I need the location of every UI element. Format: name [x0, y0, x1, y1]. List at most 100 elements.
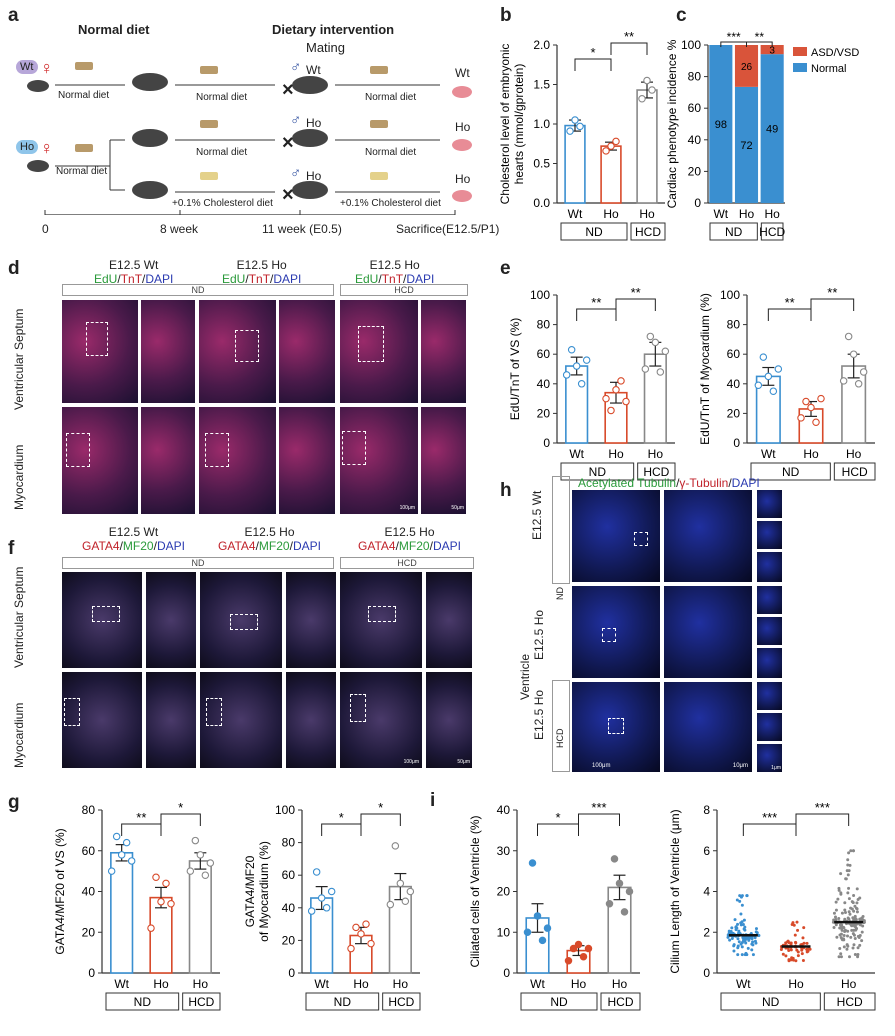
- group-hcd-box: [182, 992, 221, 1011]
- data-point: [846, 873, 850, 877]
- group-nd-box: [105, 992, 180, 1011]
- d-micrograph-vs-wt: [62, 300, 138, 403]
- data-point: [800, 948, 804, 952]
- x-tick-label: Ho: [764, 207, 780, 221]
- bar-asd-value: 3: [769, 46, 775, 57]
- d-zoom-vs-hcd: [421, 300, 466, 403]
- data-point: [832, 925, 836, 929]
- data-point: [582, 356, 591, 364]
- f-hcd-bracket: HCD: [340, 557, 474, 569]
- data-point: [787, 949, 791, 953]
- data-point: [584, 944, 593, 953]
- sig-bracket: [574, 58, 612, 71]
- x-tick-label: Wt: [713, 207, 728, 221]
- h-nd-bracket: [552, 476, 570, 584]
- data-point: [739, 895, 743, 899]
- y-tick-label: 0: [703, 966, 710, 980]
- y-tick-label: 60: [727, 347, 741, 361]
- y-tick-label: 100: [720, 288, 740, 302]
- y-axis-label: EdU/TnT of Myocardium (%): [698, 293, 712, 445]
- x-tick-label: Wt: [568, 207, 583, 221]
- x-tick-label: Ho: [612, 977, 628, 991]
- h-micrograph-wt: [572, 490, 660, 582]
- data-point: [386, 900, 395, 909]
- data-point: [147, 924, 155, 932]
- y-tick-label: 20: [82, 925, 96, 939]
- y-tick-label: 0.5: [533, 157, 550, 171]
- group-hcd-label: HCD: [608, 995, 634, 1009]
- data-point: [847, 917, 851, 921]
- data-point: [855, 907, 859, 911]
- data-point: [838, 923, 842, 927]
- data-point: [743, 938, 747, 942]
- data-point: [206, 859, 215, 867]
- data-point: [862, 919, 866, 923]
- d-zoom-myo-wt: [141, 407, 195, 514]
- diet-label-5: Normal diet: [196, 147, 248, 158]
- data-point: [842, 926, 846, 930]
- data-point: [607, 406, 615, 415]
- data-point: [840, 928, 844, 932]
- data-point: [791, 958, 795, 962]
- x-tick-label: Ho: [193, 977, 209, 991]
- group-hcd-box: [637, 462, 676, 481]
- data-point: [853, 925, 857, 929]
- data-point: [843, 908, 847, 912]
- data-point: [564, 957, 573, 965]
- data-point: [572, 362, 581, 370]
- group-nd-box: [750, 462, 831, 481]
- h-inset-wt-1: [757, 490, 782, 518]
- data-point: [528, 859, 537, 867]
- data-point: [848, 863, 852, 867]
- x-tick-label: Wt: [530, 977, 545, 991]
- bar-1: [600, 145, 622, 204]
- group-nd-box: [720, 992, 821, 1011]
- sig-label: **: [591, 295, 601, 310]
- group-nd-label: ND: [725, 225, 743, 239]
- y-tick-label: 6: [703, 844, 710, 858]
- data-point: [802, 397, 810, 406]
- group-nd-label: ND: [589, 465, 607, 479]
- panel-d-label: d: [8, 258, 20, 279]
- data-point: [744, 941, 748, 945]
- sig-label: **: [785, 295, 795, 310]
- sig-bracket: [578, 813, 620, 826]
- data-point: [856, 955, 860, 959]
- data-point: [840, 938, 844, 942]
- bar-2: [636, 89, 658, 204]
- panel-g-label: g: [8, 792, 20, 813]
- data-point: [790, 956, 794, 960]
- x-tick-label: Ho: [846, 447, 862, 461]
- sig-bracket: [537, 823, 579, 836]
- y-tick-label: 10: [497, 925, 511, 939]
- data-point: [617, 377, 625, 385]
- data-point: [736, 946, 740, 950]
- flow-arrows: [55, 84, 440, 193]
- f-zoom-vs-hcd: [426, 572, 472, 668]
- data-point: [523, 928, 532, 937]
- f-micrograph-myo-hcd: 100μm: [340, 672, 422, 768]
- data-point: [839, 952, 843, 956]
- f-row1-label: Ventricular Septum: [12, 566, 26, 668]
- y-axis-label-line2: of Myocardium (%): [257, 841, 271, 942]
- data-point: [779, 948, 783, 952]
- data-point: [741, 923, 745, 927]
- data-point: [567, 346, 576, 354]
- f-row2-label: Myocardium: [12, 702, 26, 768]
- data-point: [855, 901, 859, 905]
- data-point: [812, 418, 820, 427]
- data-point: [533, 912, 542, 920]
- data-point: [847, 886, 851, 890]
- h-micrograph-ho: [572, 586, 660, 678]
- x-tick-label: Ho: [639, 207, 655, 221]
- data-point: [840, 911, 844, 915]
- group-nd-label: ND: [550, 995, 568, 1009]
- data-point: [201, 871, 210, 879]
- d-col1-title: E12.5 Wt EdU/TnT/DAPI: [94, 258, 174, 286]
- data-point: [843, 901, 847, 905]
- f-col1-title: E12.5 Wt GATA4/MF20/DAPI: [82, 525, 185, 553]
- h-hcd-bracket: [552, 680, 570, 772]
- y-tick-label: 20: [727, 406, 741, 420]
- y-tick-label: 8: [703, 803, 710, 817]
